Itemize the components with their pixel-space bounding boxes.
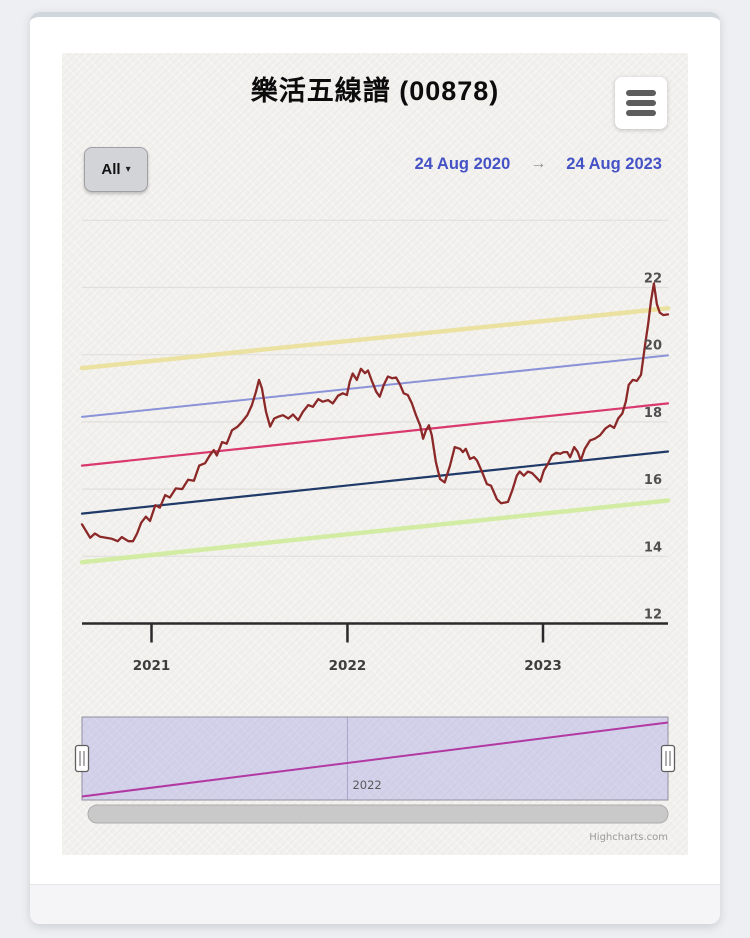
chart-menu-button[interactable] — [615, 77, 667, 129]
date-range: 24 Aug 2020 → 24 Aug 2023 — [415, 151, 662, 177]
series-trend — [80, 402, 670, 467]
range-selector-dropdown[interactable]: All ▾ — [84, 147, 148, 192]
highcharts-credits-link[interactable]: Highcharts.com — [589, 832, 668, 843]
hamburger-icon — [626, 100, 656, 106]
hamburger-icon — [626, 110, 656, 116]
navigator-handle-right[interactable] — [660, 744, 676, 773]
y-axis-label: 20 — [644, 339, 662, 354]
navigator-axis-label: 2022 — [352, 778, 381, 792]
chart-container: 樂活五線譜 (00878) All ▾ 24 Aug 2020 → 24 Aug… — [62, 53, 688, 855]
scrollbar-thumb[interactable] — [87, 804, 669, 824]
y-axis-label: 14 — [644, 540, 662, 555]
chart-title: 樂活五線譜 (00878) — [250, 76, 500, 106]
y-axis-label: 12 — [644, 608, 662, 623]
date-to-input[interactable]: 24 Aug 2023 — [566, 154, 662, 173]
caret-down-icon: ▾ — [125, 164, 131, 175]
date-from-input[interactable]: 24 Aug 2020 — [414, 154, 511, 173]
x-axis-label: 2023 — [524, 658, 562, 674]
navigator-series-line — [81, 721, 669, 798]
x-axis-label: 2021 — [133, 658, 171, 674]
x-axis-label: 2022 — [329, 658, 367, 674]
y-axis-label: 16 — [644, 473, 662, 488]
series-price — [80, 282, 670, 543]
y-axis-label: 22 — [644, 272, 662, 287]
app-card: 樂活五線譜 (00878) All ▾ 24 Aug 2020 → 24 Aug… — [30, 12, 720, 924]
navigator-handle-left[interactable] — [74, 744, 90, 773]
card-footer — [30, 884, 720, 924]
series-minus2sd — [79, 498, 671, 565]
range-selector-label: All — [101, 161, 121, 178]
date-range-arrow-icon: → — [530, 155, 547, 172]
series-plus2sd — [79, 306, 671, 371]
y-axis-label: 18 — [644, 406, 662, 421]
series-minus1sd — [80, 450, 670, 515]
hamburger-icon — [626, 90, 656, 96]
stock-chart: 22 20 18 16 14 12 2021 2022 2023 2022 Highcharts.c… — [74, 219, 676, 843]
